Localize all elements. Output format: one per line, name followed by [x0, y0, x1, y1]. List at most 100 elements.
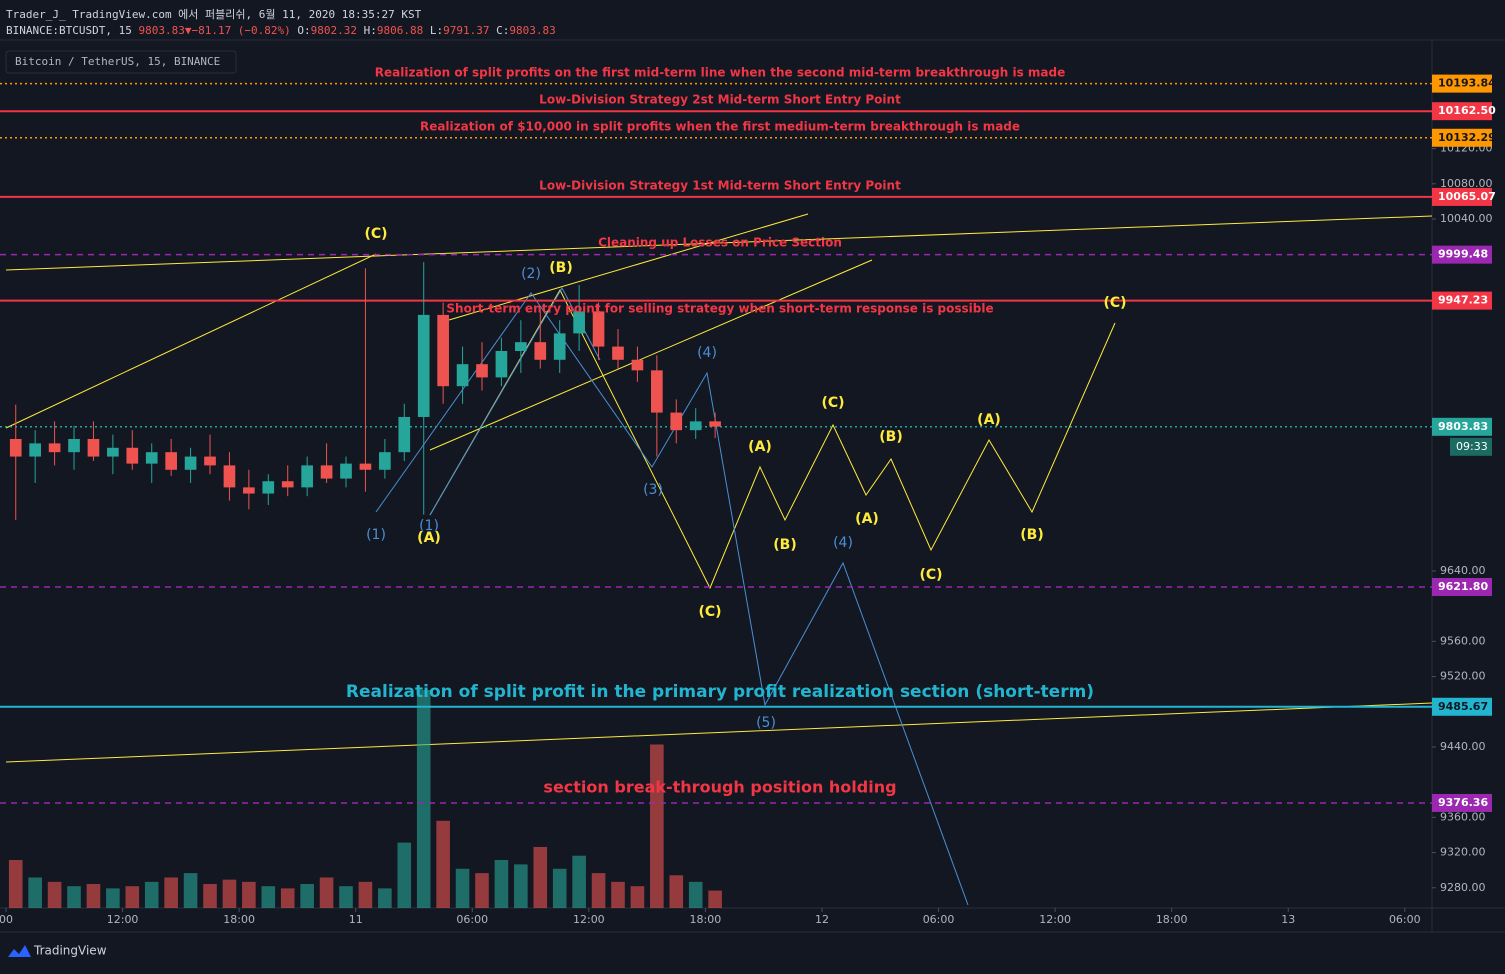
volume-bar [455, 868, 470, 908]
x-tick-label: 12:00 [107, 913, 139, 926]
header-line: Trader_J_ TradingView.com 에서 퍼블리쉬, 6월 11… [6, 8, 422, 21]
candle-body [204, 456, 216, 466]
wave-label: (A) [977, 412, 1001, 428]
x-tick-label: 13 [1281, 913, 1295, 926]
candle-body [340, 463, 352, 479]
wave-path [429, 288, 1116, 590]
wave-label: (B) [1020, 527, 1043, 543]
price-label-box [1432, 128, 1492, 147]
volume-bar [8, 860, 23, 908]
x-tick-label: 06:00 [456, 913, 488, 926]
candle-body [670, 412, 683, 431]
y-tick-label: 9520.00 [1440, 670, 1486, 683]
volume-bar [47, 881, 62, 908]
ohlc-value: 9791.37 [443, 24, 489, 37]
price-label: 10065.07 [1438, 190, 1496, 203]
wave-label: (2) [521, 266, 541, 282]
wave-label: (A) [417, 530, 441, 546]
wave-label: (4) [697, 345, 717, 361]
candle-body [87, 438, 100, 457]
price-label-box [1432, 291, 1492, 310]
volume-bar [358, 881, 373, 908]
volume-bar [669, 875, 684, 908]
volume-bar [106, 888, 120, 908]
volume-bar [67, 886, 81, 908]
candle-body [359, 463, 372, 470]
wave-label: (3) [643, 482, 663, 498]
annotation: Realization of split profits on the firs… [375, 66, 1065, 80]
price-label: 9947.23 [1438, 294, 1488, 307]
candle-body [243, 487, 255, 494]
y-tick-label: 9440.00 [1440, 740, 1486, 753]
volume-bar [436, 820, 450, 908]
x-tick-label: 12:00 [573, 913, 605, 926]
x-tick-label: 00 [0, 913, 13, 926]
y-tick-label: 9280.00 [1440, 881, 1486, 894]
volume-bar [144, 881, 159, 908]
price-label-box [1432, 697, 1492, 716]
candle-body [68, 438, 80, 453]
volume-bar [416, 690, 431, 908]
candle-body [165, 452, 177, 470]
volume-bar [378, 888, 392, 908]
annotation: Short-term entry point for selling strat… [446, 302, 993, 316]
candle-body [417, 314, 430, 417]
candle-body [592, 311, 605, 347]
volume-bar [28, 877, 42, 908]
change-arrow: ▼ [185, 24, 192, 37]
wave-label: (1) [419, 518, 439, 534]
candle-body [223, 465, 236, 488]
trend-line [429, 259, 873, 451]
candle-body [689, 421, 702, 431]
volume-bar [688, 881, 703, 908]
header-quote: BINANCE:BTCUSDT, 15 9803.83▼−81.17 (−0.8… [6, 24, 556, 37]
price-label-box [1432, 102, 1492, 121]
volume-bar [86, 884, 101, 908]
y-tick-label: 9640.00 [1440, 564, 1486, 577]
annotation: Realization of split profit in the prima… [346, 682, 1094, 702]
candle-body [553, 333, 566, 360]
price-label: 9621.80 [1438, 580, 1488, 593]
footer: TradingView [8, 944, 107, 958]
candle-body [320, 465, 333, 479]
wave-label: (A) [855, 511, 879, 527]
wave-label: (C) [698, 604, 721, 620]
price-label-box [1432, 74, 1492, 93]
y-tick-label: 10040.00 [1440, 212, 1493, 225]
candle-body [48, 443, 61, 453]
x-tick-label: 06:00 [923, 913, 955, 926]
trend-line [5, 253, 377, 429]
countdown-box [1450, 437, 1492, 456]
candle-body [495, 350, 508, 378]
price-label: 9376.36 [1438, 796, 1488, 809]
candle-body [651, 370, 663, 413]
wave-label: (B) [549, 260, 572, 276]
price-label-box [1432, 417, 1492, 436]
x-tick-label: 18:00 [690, 913, 722, 926]
trend-line [5, 215, 1432, 271]
wave-label: (B) [773, 537, 796, 553]
candle-body [631, 359, 644, 371]
candle-body [573, 311, 585, 334]
x-tick-label: 06:00 [1389, 913, 1421, 926]
volume-bar [242, 881, 256, 908]
price-label: 9999.48 [1438, 248, 1488, 261]
annotation: Low-Division Strategy 1st Mid-term Short… [539, 179, 901, 193]
ohlc-key: L: [430, 24, 443, 37]
legend-box [5, 50, 237, 74]
brand[interactable]: TradingView [33, 944, 107, 958]
x-tick-label: 12 [815, 913, 829, 926]
y-tick-label: 9560.00 [1440, 634, 1486, 647]
y-tick-label: 9320.00 [1440, 846, 1486, 859]
annotation: Realization of $10,000 in split profits … [420, 120, 1020, 134]
volume-bar [572, 855, 586, 908]
volume-bar [475, 873, 489, 908]
wave-label: (5) [756, 715, 776, 731]
wave-label: (C) [821, 395, 844, 411]
x-tick-label: 11 [349, 913, 363, 926]
volume-bar [533, 846, 548, 908]
candle-body [9, 438, 22, 457]
candle-body [184, 456, 197, 470]
change: −81.17 (−0.82%) [191, 24, 290, 37]
